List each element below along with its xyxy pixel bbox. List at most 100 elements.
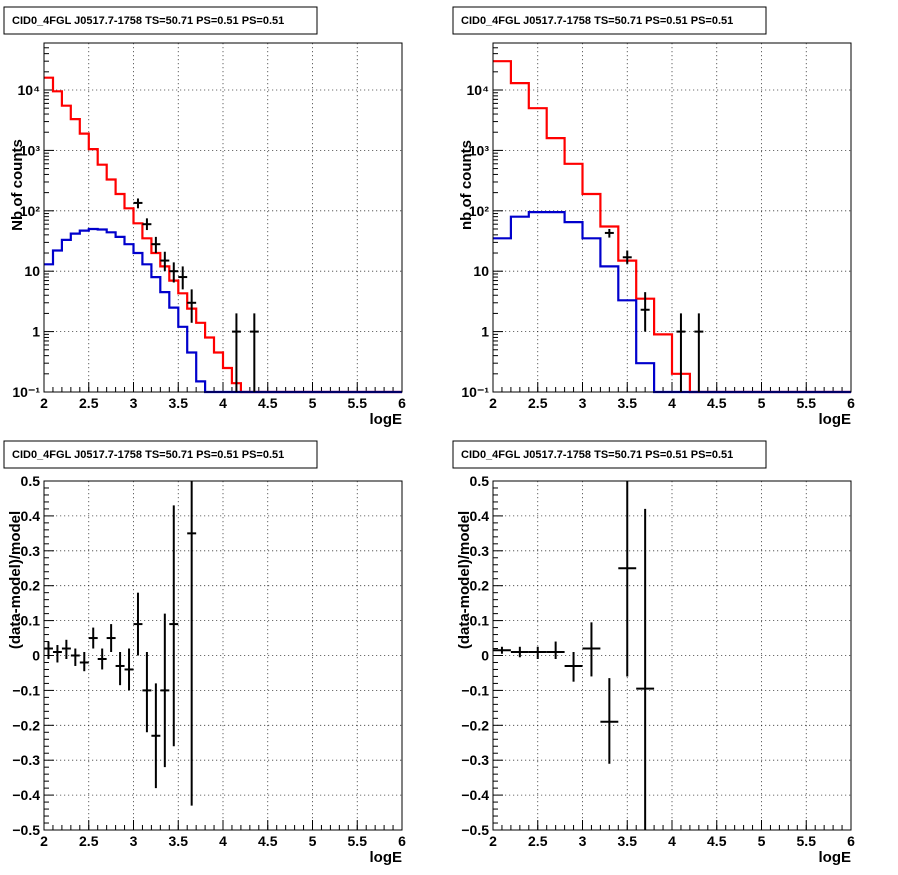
data-point <box>622 250 632 265</box>
grid <box>44 43 402 392</box>
data-point <box>187 289 197 323</box>
data-point <box>600 678 619 764</box>
x-tick-label: 3.5 <box>169 833 189 849</box>
y-tick-label: 0 <box>481 648 489 664</box>
y-axis-label: (data-model)/model <box>456 511 473 649</box>
data-point <box>694 313 704 392</box>
data-point <box>169 262 179 283</box>
x-tick-label: 4 <box>219 395 227 411</box>
x-tick-label: 5.5 <box>797 395 817 411</box>
data-point <box>142 652 152 733</box>
x-tick-label: 3 <box>130 833 138 849</box>
title-box <box>3 440 318 469</box>
y-tick-label: 0.1 <box>21 613 41 629</box>
y-tick-label: 10³ <box>20 142 41 158</box>
data-point <box>676 313 686 392</box>
title-box <box>452 6 767 35</box>
panel-bottom-right: CID0_4FGL J0517.7-1758 TS=50.71 PS=0.51 … <box>452 440 855 866</box>
data-point <box>169 505 179 747</box>
data-point <box>187 481 197 806</box>
y-tick-label: 10⁻¹ <box>12 384 40 400</box>
data-point <box>231 313 241 392</box>
y-ticks: −0.5 −0.4 −0.3 −0.2 −0.1 0 0.1 0.2 0.3 0.4 0.5 <box>461 473 503 838</box>
data-point <box>151 236 161 254</box>
series <box>44 481 197 806</box>
x-tick-label: 3.5 <box>618 395 638 411</box>
x-tick-label: 2.5 <box>79 833 99 849</box>
data-point <box>106 624 116 653</box>
x-tick-label: 3 <box>130 395 138 411</box>
x-tick-label: 3.5 <box>169 395 189 411</box>
series-step-line <box>44 76 402 394</box>
plot-frame <box>43 480 403 831</box>
x-ticks: 2 2.5 3 3.5 4 4.5 5 5.5 6 <box>489 820 855 849</box>
x-tick-label: 5 <box>758 395 766 411</box>
data-point <box>97 648 107 670</box>
x-tick-label: 3 <box>579 395 587 411</box>
data-point <box>546 641 565 659</box>
x-tick-label: 4.5 <box>258 395 278 411</box>
y-tick-label: 0.5 <box>21 473 41 489</box>
data-point <box>640 292 650 332</box>
x-tick-label: 2 <box>40 833 48 849</box>
data-point <box>52 645 62 663</box>
series-step-line <box>493 60 851 394</box>
x-tick-label: 2 <box>489 833 497 849</box>
data-point <box>160 613 170 768</box>
data-point <box>510 646 529 658</box>
x-tick-label: 4.5 <box>707 395 727 411</box>
series <box>493 60 851 394</box>
data-point <box>151 683 161 789</box>
x-tick-label: 3.5 <box>618 833 638 849</box>
x-tick-label: 4.5 <box>258 833 278 849</box>
y-tick-label: −0.1 <box>461 682 489 698</box>
chart-title: CID0_4FGL J0517.7-1758 TS=50.71 PS=0.51 … <box>461 15 733 27</box>
x-axis-label: logE <box>819 849 852 866</box>
data-point <box>79 652 89 672</box>
series <box>493 481 655 830</box>
title-box <box>3 6 318 35</box>
x-tick-label: 4 <box>668 395 676 411</box>
x-axis-label: logE <box>370 849 403 866</box>
x-ticks: 2 2.5 3 3.5 4 4.5 5 5.5 6 <box>40 382 406 411</box>
y-tick-label: 0.5 <box>470 473 490 489</box>
data-point <box>493 646 511 654</box>
y-tick-label: 0.2 <box>470 578 490 594</box>
y-tick-label: 0.3 <box>470 543 490 559</box>
y-tick-label: −0.4 <box>461 787 489 803</box>
x-tick-label: 2.5 <box>528 833 548 849</box>
y-tick-label: 10⁴ <box>18 82 41 98</box>
data-point <box>178 266 188 290</box>
plot-frame <box>492 480 852 831</box>
chart-title: CID0_4FGL J0517.7-1758 TS=50.71 PS=0.51 … <box>12 15 284 27</box>
x-tick-label: 5.5 <box>348 395 368 411</box>
y-tick-label: 0 <box>32 648 40 664</box>
y-ticks: −0.5 −0.4 −0.3 −0.2 −0.1 0 0.1 0.2 0.3 0.4 0.5 <box>12 473 54 838</box>
chart-title: CID0_4FGL J0517.7-1758 TS=50.71 PS=0.51 … <box>12 449 284 461</box>
panel-top-left: CID0_4FGL J0517.7-1758 TS=50.71 PS=0.51 … <box>3 6 406 428</box>
x-tick-label: 5 <box>309 833 317 849</box>
x-tick-label: 3 <box>579 833 587 849</box>
y-tick-label: 10² <box>469 203 490 219</box>
chart-title: CID0_4FGL J0517.7-1758 TS=50.71 PS=0.51 … <box>461 449 733 461</box>
data-point <box>44 641 53 659</box>
y-axis-label: nb of counts <box>458 140 475 230</box>
data-point <box>115 652 125 686</box>
y-tick-label: 10⁴ <box>467 82 490 98</box>
y-tick-label: −0.3 <box>461 752 489 768</box>
y-tick-label: 10 <box>473 263 489 279</box>
x-tick-label: 5 <box>758 833 766 849</box>
x-tick-label: 2.5 <box>528 395 548 411</box>
y-tick-label: 10⁻¹ <box>461 384 489 400</box>
data-point <box>133 592 143 656</box>
x-tick-label: 4.5 <box>707 833 727 849</box>
data-point <box>582 622 601 677</box>
y-tick-label: −0.4 <box>12 787 40 803</box>
y-tick-label: −0.2 <box>461 717 489 733</box>
data-point <box>124 648 134 691</box>
y-tick-label: 0.4 <box>470 508 490 524</box>
y-tick-label: 0.2 <box>21 578 41 594</box>
y-tick-label: −0.3 <box>12 752 40 768</box>
y-tick-label: 10³ <box>469 142 490 158</box>
